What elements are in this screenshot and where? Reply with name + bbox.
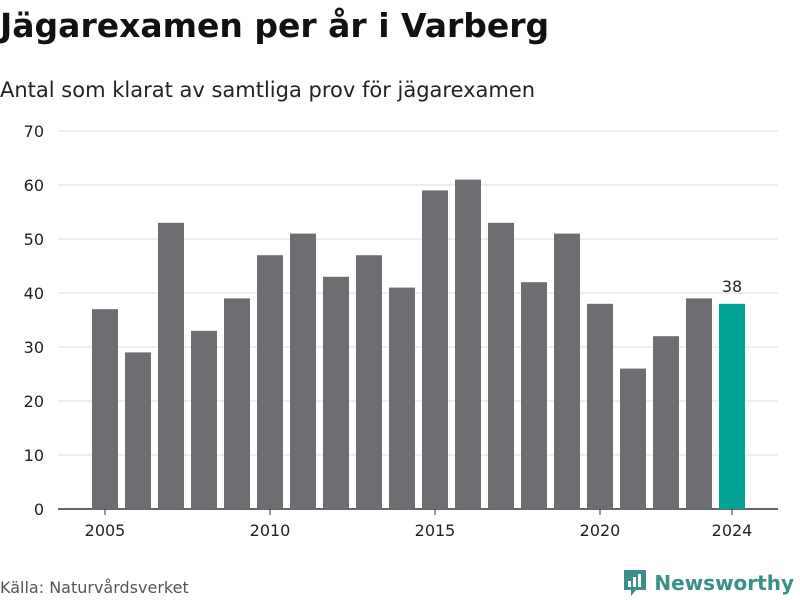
x-tick-label: 2024 [712,521,753,540]
bar-2010 [257,255,283,509]
source-note: Källa: Naturvårdsverket [0,578,189,597]
y-tick-label: 60 [24,176,44,195]
bar-2011 [290,233,316,509]
bar-chart: 0 10 20 30 40 50 60 70 38 2005 2010 2015 2020 2024 [24,122,778,540]
bar-2016 [455,179,481,509]
bar-2023 [686,298,712,509]
y-tick-label: 20 [24,392,44,411]
brand-name: Newsworthy [654,571,794,595]
bar-2021 [620,368,646,509]
x-tick-label: 2015 [415,521,456,540]
x-tick-label: 2020 [580,521,621,540]
y-tick-label: 10 [24,446,44,465]
y-tick-label: 50 [24,230,44,249]
brand-logo: Newsworthy [622,568,794,598]
bar-2008 [191,330,217,509]
newsworthy-logo-icon [624,570,647,596]
y-tick-label: 0 [34,500,44,519]
bar-2022 [653,336,679,509]
labels: 0 10 20 30 40 50 60 70 38 2005 2010 2015 2020 2024 [24,122,753,540]
bar-2009 [224,298,250,509]
data-label: 38 [722,277,742,296]
bar-2006 [125,352,151,509]
y-tick-label: 70 [24,122,44,141]
bar-2024 [719,303,745,509]
x-tick-label: 2010 [250,521,291,540]
bar-2005 [92,309,118,509]
chart-subtitle: Antal som klarat av samtliga prov för jä… [0,78,536,102]
bar-2012 [323,276,349,509]
bar-2017 [488,222,514,510]
bars [92,179,745,510]
y-tick-label: 30 [24,338,44,357]
bar-2015 [422,190,448,509]
bar-2020 [587,303,613,509]
bar-2013 [356,255,382,509]
chart-title: Jägarexamen per år i Varberg [0,6,550,45]
bar-2014 [389,287,415,509]
x-tick-label: 2005 [85,521,126,540]
bar-2019 [554,233,580,509]
bar-2007 [158,222,184,510]
y-tick-label: 40 [24,284,44,303]
bar-2018 [521,282,547,509]
